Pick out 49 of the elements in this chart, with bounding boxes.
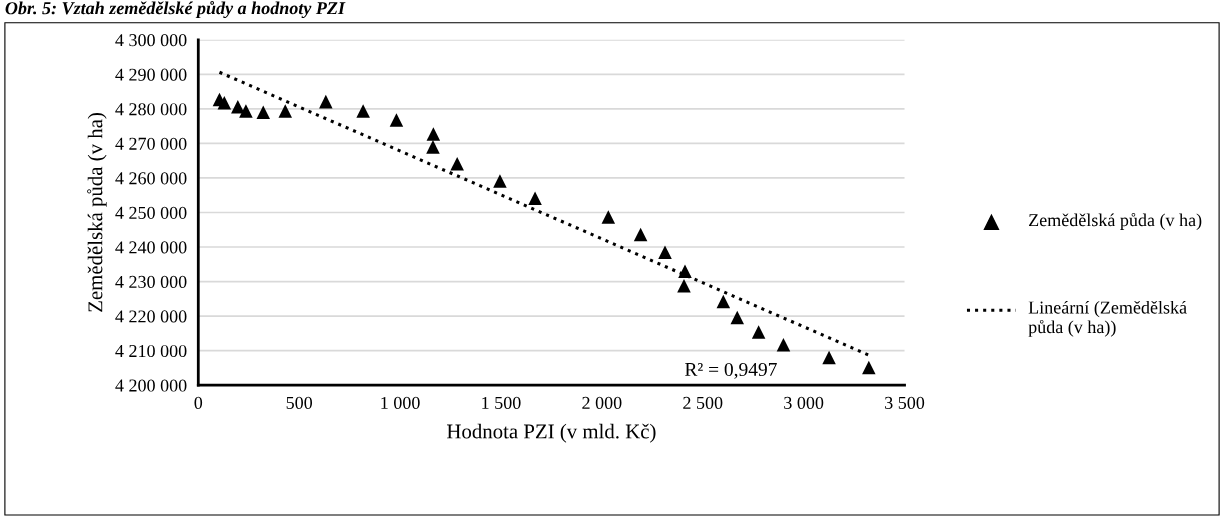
point bbox=[239, 104, 253, 118]
point bbox=[776, 337, 791, 352]
point bbox=[633, 227, 648, 242]
x-tick-label: 0 bbox=[194, 396, 203, 409]
point bbox=[658, 245, 672, 259]
annotation: R² = 0,9497 bbox=[685, 362, 777, 379]
x-tick-label: 3 000 bbox=[784, 396, 824, 409]
y-tick-label: 4 270 000 bbox=[115, 137, 187, 150]
point bbox=[716, 294, 731, 309]
x-tick-label: 1 500 bbox=[482, 396, 521, 409]
y-axis-title: Zemědělská půda (v ha) bbox=[87, 113, 107, 312]
y-tick-label: 4 200 000 bbox=[115, 379, 187, 392]
x-tick-label: 3 500 bbox=[885, 396, 925, 409]
point bbox=[450, 157, 464, 171]
point bbox=[751, 325, 766, 339]
point bbox=[356, 104, 370, 118]
point bbox=[231, 100, 245, 114]
point bbox=[389, 113, 404, 127]
point bbox=[678, 264, 692, 278]
y-tick-label: 4 240 000 bbox=[115, 241, 187, 254]
point bbox=[601, 210, 616, 224]
y-tick-label: 4 280 000 bbox=[115, 103, 187, 116]
y-tick-label: 4 230 000 bbox=[115, 275, 187, 288]
point bbox=[426, 140, 440, 154]
x-tick-label: 1 000 bbox=[381, 396, 420, 409]
point bbox=[528, 191, 542, 206]
point bbox=[677, 278, 691, 293]
y-tick-label: 4 250 000 bbox=[115, 206, 187, 219]
point bbox=[217, 95, 232, 110]
y-tick-label: 4 290 000 bbox=[115, 68, 187, 81]
y-tick-label: 4 210 000 bbox=[115, 344, 187, 358]
point bbox=[426, 127, 441, 141]
legend-label: Zemědělská půda (v ha) bbox=[1029, 213, 1202, 230]
point bbox=[319, 94, 333, 109]
point bbox=[822, 350, 836, 365]
point bbox=[278, 104, 293, 118]
x-tick-label: 2 000 bbox=[582, 396, 622, 409]
point bbox=[730, 310, 745, 325]
legend-label: Lineární (Zemědělská půda (v ha)) bbox=[1028, 300, 1187, 337]
y-tick-label: 4 260 000 bbox=[115, 172, 187, 185]
x-axis-title: Hodnota PZI (v mld. Kč) bbox=[447, 423, 656, 443]
point bbox=[256, 105, 271, 120]
x-tick-label: 500 bbox=[286, 396, 313, 409]
point bbox=[862, 360, 876, 375]
y-tick-label: 4 220 000 bbox=[115, 310, 187, 323]
x-tick-label: 2 500 bbox=[683, 396, 723, 409]
y-tick-label: 4 300 000 bbox=[115, 34, 187, 47]
chart-title: Obr. 5: Vztah zemědělské půdy a hodnoty PZI bbox=[5, 1, 346, 18]
point bbox=[493, 174, 507, 188]
